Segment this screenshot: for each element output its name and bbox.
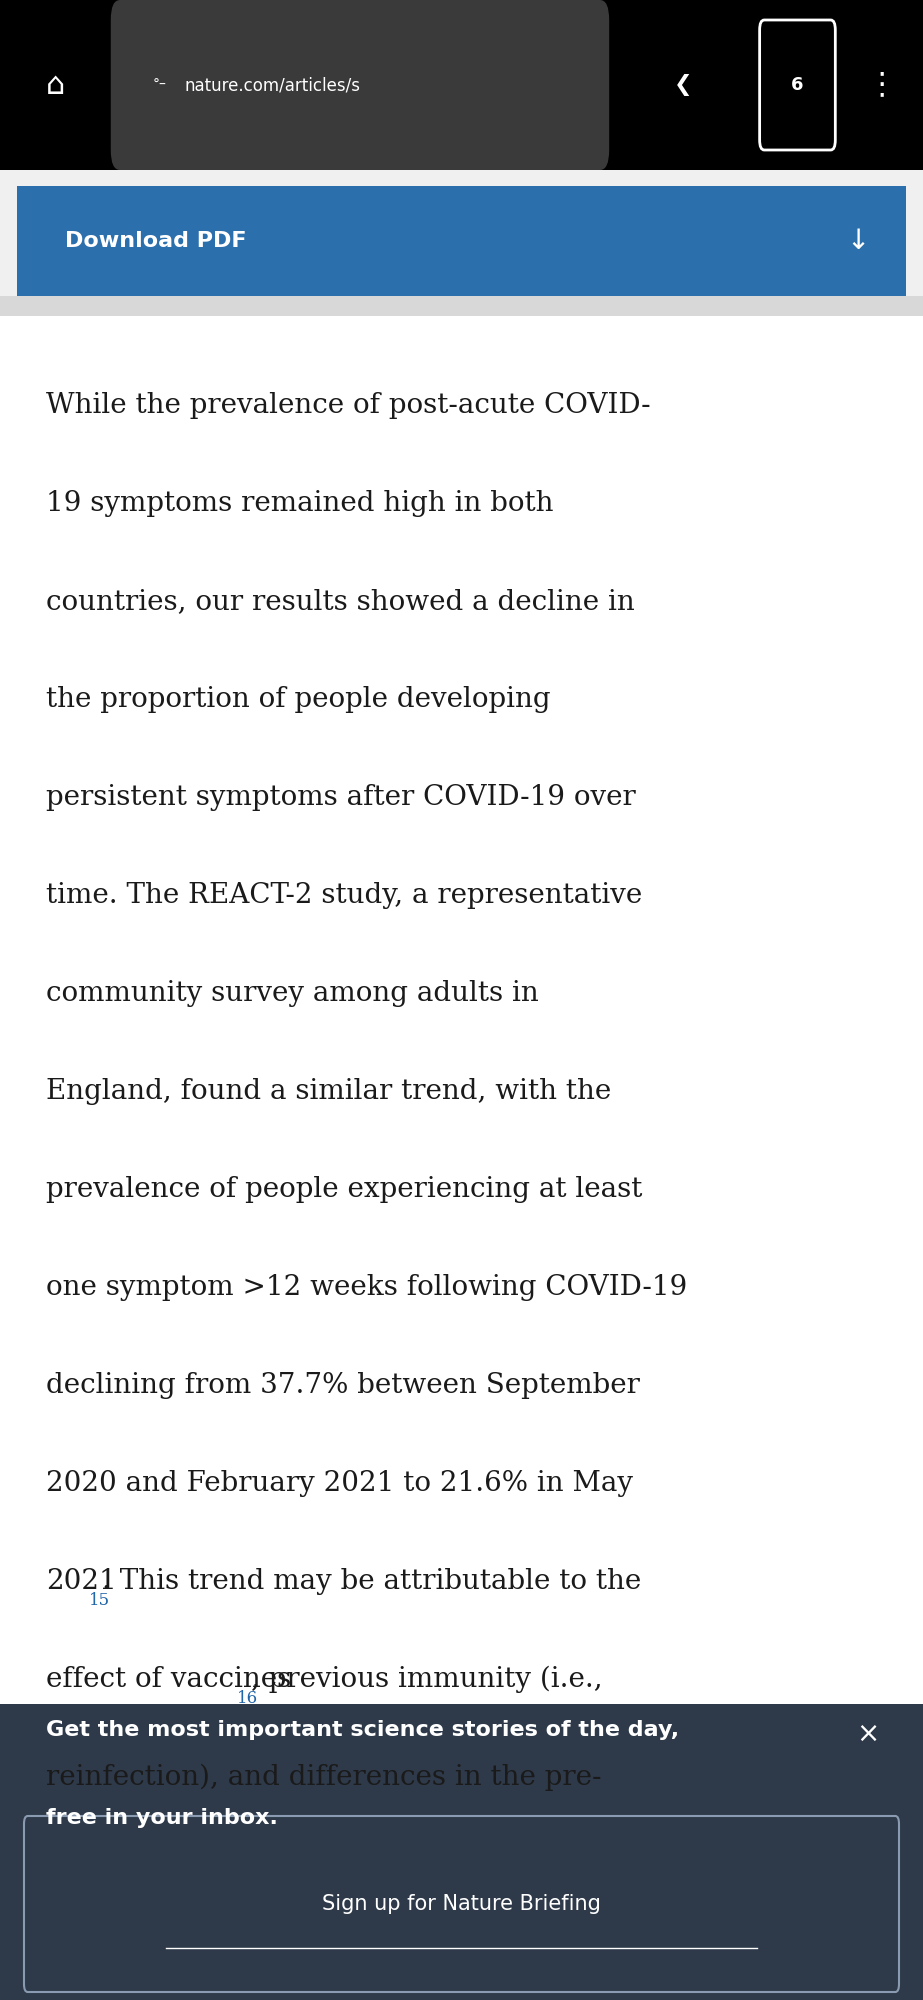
Text: 16: 16	[237, 1690, 258, 1708]
Text: 2021: 2021	[46, 1568, 117, 1596]
Text: persistent symptoms after COVID-19 over: persistent symptoms after COVID-19 over	[46, 784, 636, 812]
Text: prevalence of people experiencing at least: prevalence of people experiencing at lea…	[46, 1176, 642, 1204]
Text: Sign up for Nature Briefing: Sign up for Nature Briefing	[322, 1894, 601, 1914]
Text: , previous immunity (i.e.,: , previous immunity (i.e.,	[251, 1666, 603, 1694]
FancyBboxPatch shape	[0, 1704, 923, 2000]
Text: reinfection), and differences in the pre-: reinfection), and differences in the pre…	[46, 1764, 602, 1792]
Text: Get the most important science stories of the day,: Get the most important science stories o…	[46, 1720, 679, 1740]
Text: ↓: ↓	[846, 226, 870, 254]
Text: the proportion of people developing: the proportion of people developing	[46, 686, 551, 714]
Text: community survey among adults in: community survey among adults in	[46, 980, 539, 1008]
Text: free in your inbox.: free in your inbox.	[46, 1808, 278, 1828]
Text: Download PDF: Download PDF	[65, 230, 246, 250]
Text: 19 symptoms remained high in both: 19 symptoms remained high in both	[46, 490, 554, 518]
Text: time. The REACT-2 study, a representative: time. The REACT-2 study, a representativ…	[46, 882, 642, 910]
Text: ⋮: ⋮	[866, 70, 897, 100]
Text: 6: 6	[791, 76, 804, 94]
Text: declining from 37.7% between September: declining from 37.7% between September	[46, 1372, 640, 1400]
Text: 2020 and February 2021 to 21.6% in May: 2020 and February 2021 to 21.6% in May	[46, 1470, 633, 1498]
Text: . This trend may be attributable to the: . This trend may be attributable to the	[102, 1568, 641, 1596]
FancyBboxPatch shape	[17, 186, 906, 296]
Text: ❮: ❮	[674, 74, 692, 96]
FancyBboxPatch shape	[111, 0, 609, 170]
Text: °–: °–	[152, 78, 166, 92]
Text: countries, our results showed a decline in: countries, our results showed a decline …	[46, 588, 635, 616]
Text: one symptom >12 weeks following COVID-19: one symptom >12 weeks following COVID-19	[46, 1274, 688, 1302]
Text: While the prevalence of post-acute COVID-: While the prevalence of post-acute COVID…	[46, 392, 651, 420]
Text: effect of vaccines: effect of vaccines	[46, 1666, 292, 1692]
Text: 15: 15	[89, 1592, 110, 1610]
FancyBboxPatch shape	[24, 1816, 899, 1992]
Text: nature.com/articles/s: nature.com/articles/s	[185, 76, 361, 94]
FancyBboxPatch shape	[0, 316, 923, 1704]
FancyBboxPatch shape	[0, 296, 923, 316]
Text: ×: ×	[856, 1720, 880, 1748]
FancyBboxPatch shape	[0, 0, 923, 170]
Text: ⌂: ⌂	[46, 70, 65, 100]
Text: England, found a similar trend, with the: England, found a similar trend, with the	[46, 1078, 611, 1106]
